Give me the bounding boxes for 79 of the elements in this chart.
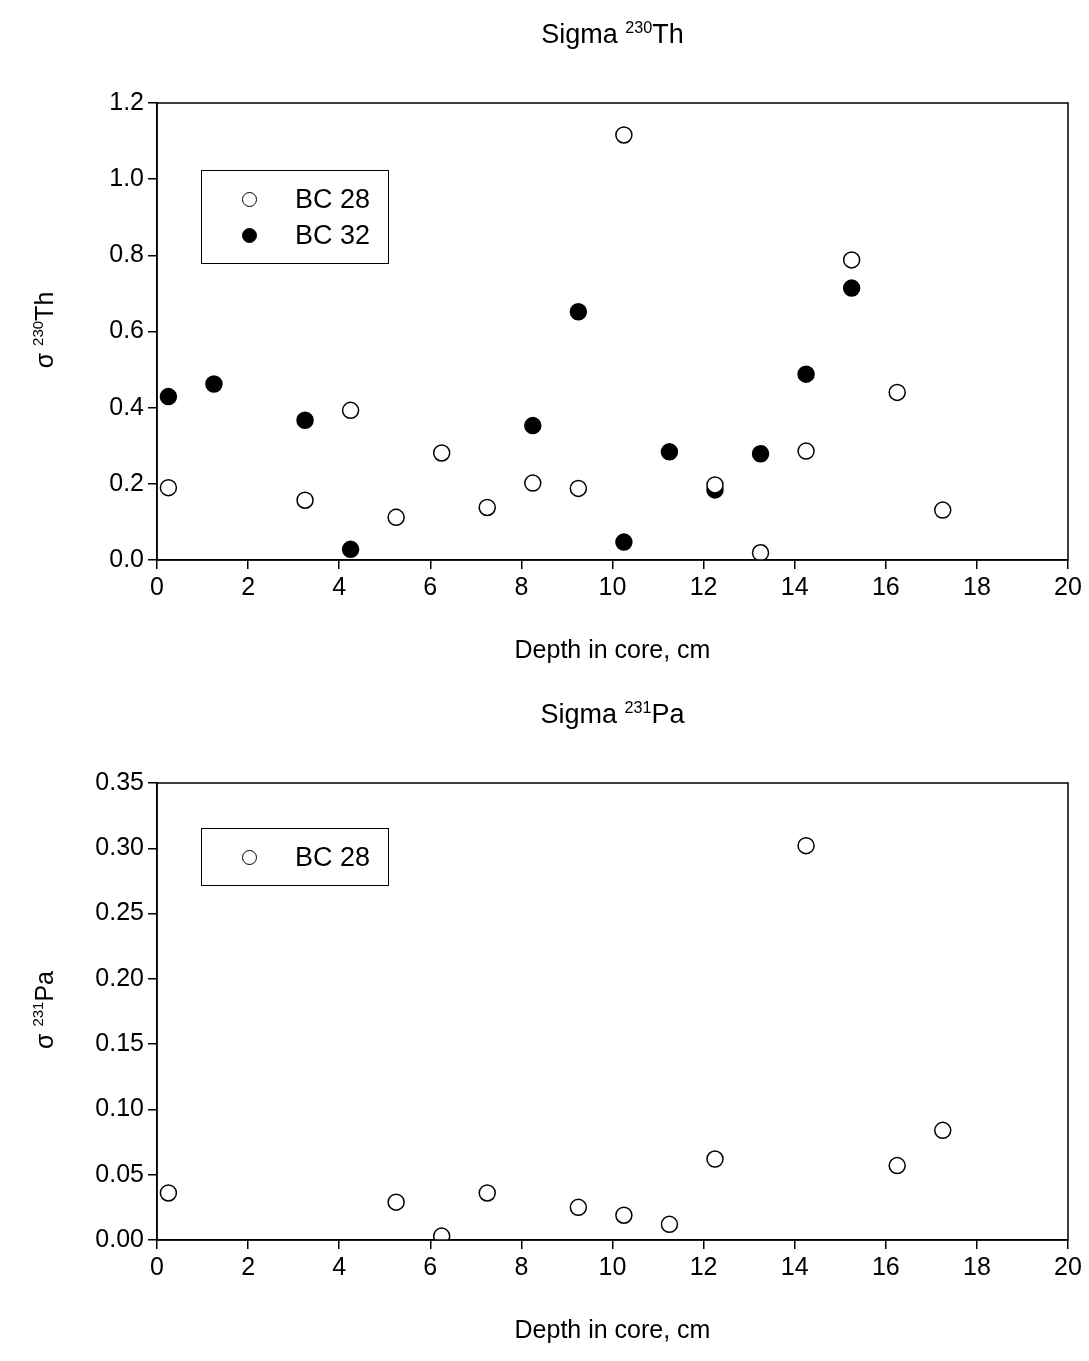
- point: [888, 383, 906, 402]
- point: [797, 836, 815, 855]
- y-tick-label: 0.25: [95, 897, 144, 926]
- chart-title: Sigma $^{231}$Pa: [539, 698, 686, 730]
- y-tick-label: 0.8: [109, 239, 144, 268]
- point: [387, 1193, 405, 1211]
- x-tick-label: 10: [598, 571, 627, 600]
- point: [478, 498, 496, 517]
- legend-label: BC 28: [295, 183, 371, 216]
- point: [478, 1184, 496, 1202]
- point: [159, 1184, 178, 1202]
- legend-label: BC 28: [295, 841, 371, 874]
- x-tick-label: 18: [962, 1251, 991, 1280]
- point: [432, 444, 451, 462]
- point: [797, 442, 815, 460]
- point: [842, 251, 861, 269]
- x-tick-label: 18: [962, 571, 991, 600]
- x-tick-label: 16: [871, 1251, 900, 1280]
- x-axis-title: Depth in core, cm: [513, 1315, 712, 1344]
- x-tick-label: 6: [423, 571, 438, 600]
- point: [706, 476, 724, 494]
- point: [660, 443, 679, 461]
- x-tick-label: 0: [150, 571, 164, 600]
- point: [205, 375, 223, 393]
- x-tick-label: 6: [423, 1251, 438, 1280]
- x-tick-label: 2: [241, 1251, 256, 1280]
- y-tick-label: 0.0: [109, 543, 144, 572]
- legend-label: BC 32: [295, 219, 371, 252]
- point: [933, 501, 952, 519]
- point: [842, 279, 861, 297]
- point: [296, 411, 314, 429]
- point: [159, 478, 178, 497]
- point: [296, 491, 314, 509]
- point: [569, 479, 588, 498]
- y-tick-label: 0.30: [95, 832, 144, 861]
- y-tick-label: 0.4: [109, 391, 145, 420]
- x-tick-label: 2: [241, 571, 256, 600]
- y-tick-label: 1.2: [109, 86, 144, 115]
- x-tick-label: 4: [332, 1251, 347, 1280]
- x-tick-label: 8: [514, 571, 529, 600]
- x-tick-label: 16: [871, 571, 900, 600]
- point: [524, 474, 542, 492]
- y-tick-label: 1.0: [109, 163, 144, 192]
- x-axis-title: Depth in core, cm: [513, 635, 712, 664]
- y-tick-label: 0.20: [95, 962, 144, 991]
- point: [615, 1206, 633, 1224]
- x-tick-label: 8: [514, 1251, 529, 1280]
- x-tick-label: 20: [1054, 571, 1082, 600]
- y-tick-label: 0.2: [109, 467, 144, 496]
- point: [933, 1121, 952, 1140]
- x-tick-label: 12: [689, 1251, 718, 1280]
- point: [524, 416, 542, 435]
- x-tick-label: 20: [1054, 1251, 1082, 1280]
- point: [159, 387, 178, 406]
- point: [569, 302, 588, 321]
- point: [797, 365, 815, 383]
- y-tick-label: 0.6: [109, 315, 144, 344]
- y-tick-label: 0.35: [95, 766, 144, 795]
- x-tick-label: 14: [780, 1251, 809, 1280]
- y-tick-label: 0.10: [95, 1093, 144, 1122]
- point: [615, 126, 633, 144]
- point: [615, 533, 633, 551]
- chart-title: Sigma $^{230}$Th: [540, 18, 685, 50]
- y-tick-label: 0.00: [95, 1223, 144, 1252]
- x-tick-label: 14: [780, 571, 809, 600]
- point: [660, 1215, 679, 1234]
- point: [888, 1156, 906, 1175]
- point: [387, 508, 405, 527]
- point: [341, 540, 360, 559]
- x-tick-label: 10: [598, 1251, 627, 1280]
- point: [341, 401, 360, 420]
- y-tick-label: 0.05: [95, 1158, 144, 1187]
- x-tick-label: 0: [150, 1251, 164, 1280]
- x-tick-label: 4: [332, 571, 347, 600]
- y-tick-label: 0.15: [95, 1028, 144, 1057]
- point: [569, 1198, 588, 1217]
- point: [751, 445, 770, 463]
- x-tick-label: 12: [689, 571, 718, 600]
- point: [706, 1150, 724, 1168]
